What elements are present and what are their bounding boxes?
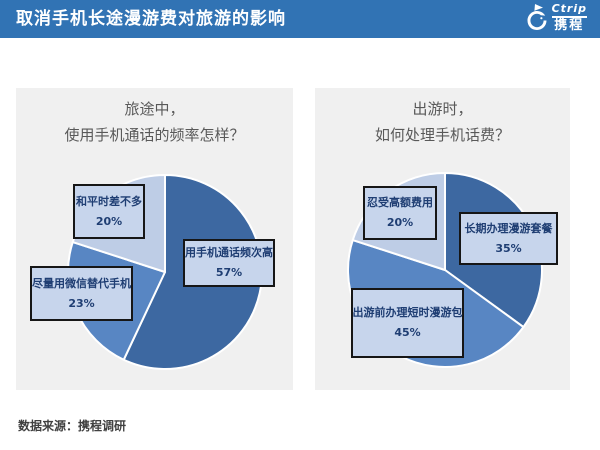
pie-label-same-as-usual: 和平时差不多 20% (73, 184, 145, 239)
chart-title-right-line2: 如何处理手机话费？ (374, 125, 510, 144)
pie-label-use-wechat-instead: 尽量用微信替代手机 23% (30, 266, 133, 321)
pie-label-text: 出游前办理短时漫游包 (352, 306, 463, 320)
ctrip-brand-latin: Ctrip (551, 3, 587, 19)
data-source-note: 数据来源：携程调研 (18, 419, 127, 433)
dolphin-icon (526, 3, 548, 35)
pie-label-text: 尽量用微信替代手机 (32, 276, 131, 290)
pie-label-high-call-frequency: 用手机通话频次高 57% (183, 239, 275, 287)
chart-title-left-line1: 旅途中， (124, 100, 185, 118)
page-title: 取消手机长途漫游费对旅游的影响 (16, 9, 286, 29)
pie-label-text: 长期办理漫游套餐 (464, 221, 553, 235)
pie-label-short-term-roaming-package: 出游前办理短时漫游包 45% (351, 288, 464, 358)
pie-label-pct: 57% (215, 266, 243, 279)
ctrip-logo-text: Ctrip 携程 (551, 3, 587, 34)
pie-label-pct: 35% (495, 241, 522, 255)
pie-label-pct: 45% (394, 326, 421, 339)
chart-panel-call-frequency: 旅途中， 使用手机通话的频率怎样？ 和平时差不多 20% 用手机通话频次高 57… (16, 88, 293, 390)
pie-label-pct: 20% (386, 216, 414, 229)
chart-title-right-line1: 出游时， (412, 100, 473, 118)
chart-panel-phone-bill-handling: 出游时， 如何处理手机话费？ 忍受高额费用 20% 长期办理漫游套餐 35% 出… (315, 88, 570, 390)
chart-title-left: 旅途中， 使用手机通话的频率怎样？ (16, 97, 293, 148)
ctrip-logo: Ctrip 携程 (526, 3, 587, 35)
pie-label-long-term-roaming-plan: 长期办理漫游套餐 35% (459, 212, 558, 265)
pie-label-endure-high-fees: 忍受高额费用 20% (363, 186, 437, 240)
pie-label-text: 忍受高额费用 (367, 196, 433, 210)
pie-label-pct: 20% (95, 214, 123, 228)
ctrip-brand-chinese: 携程 (554, 18, 585, 34)
chart-title-right: 出游时， 如何处理手机话费？ (315, 97, 570, 148)
header: 取消手机长途漫游费对旅游的影响 Ctrip 携程 (0, 0, 600, 38)
pie-label-text: 用手机通话频次高 (185, 246, 273, 260)
pie-label-pct: 23% (68, 296, 95, 310)
pie-label-text: 和平时差不多 (76, 194, 142, 208)
chart-title-left-line2: 使用手机通话的频率怎样？ (64, 125, 245, 144)
